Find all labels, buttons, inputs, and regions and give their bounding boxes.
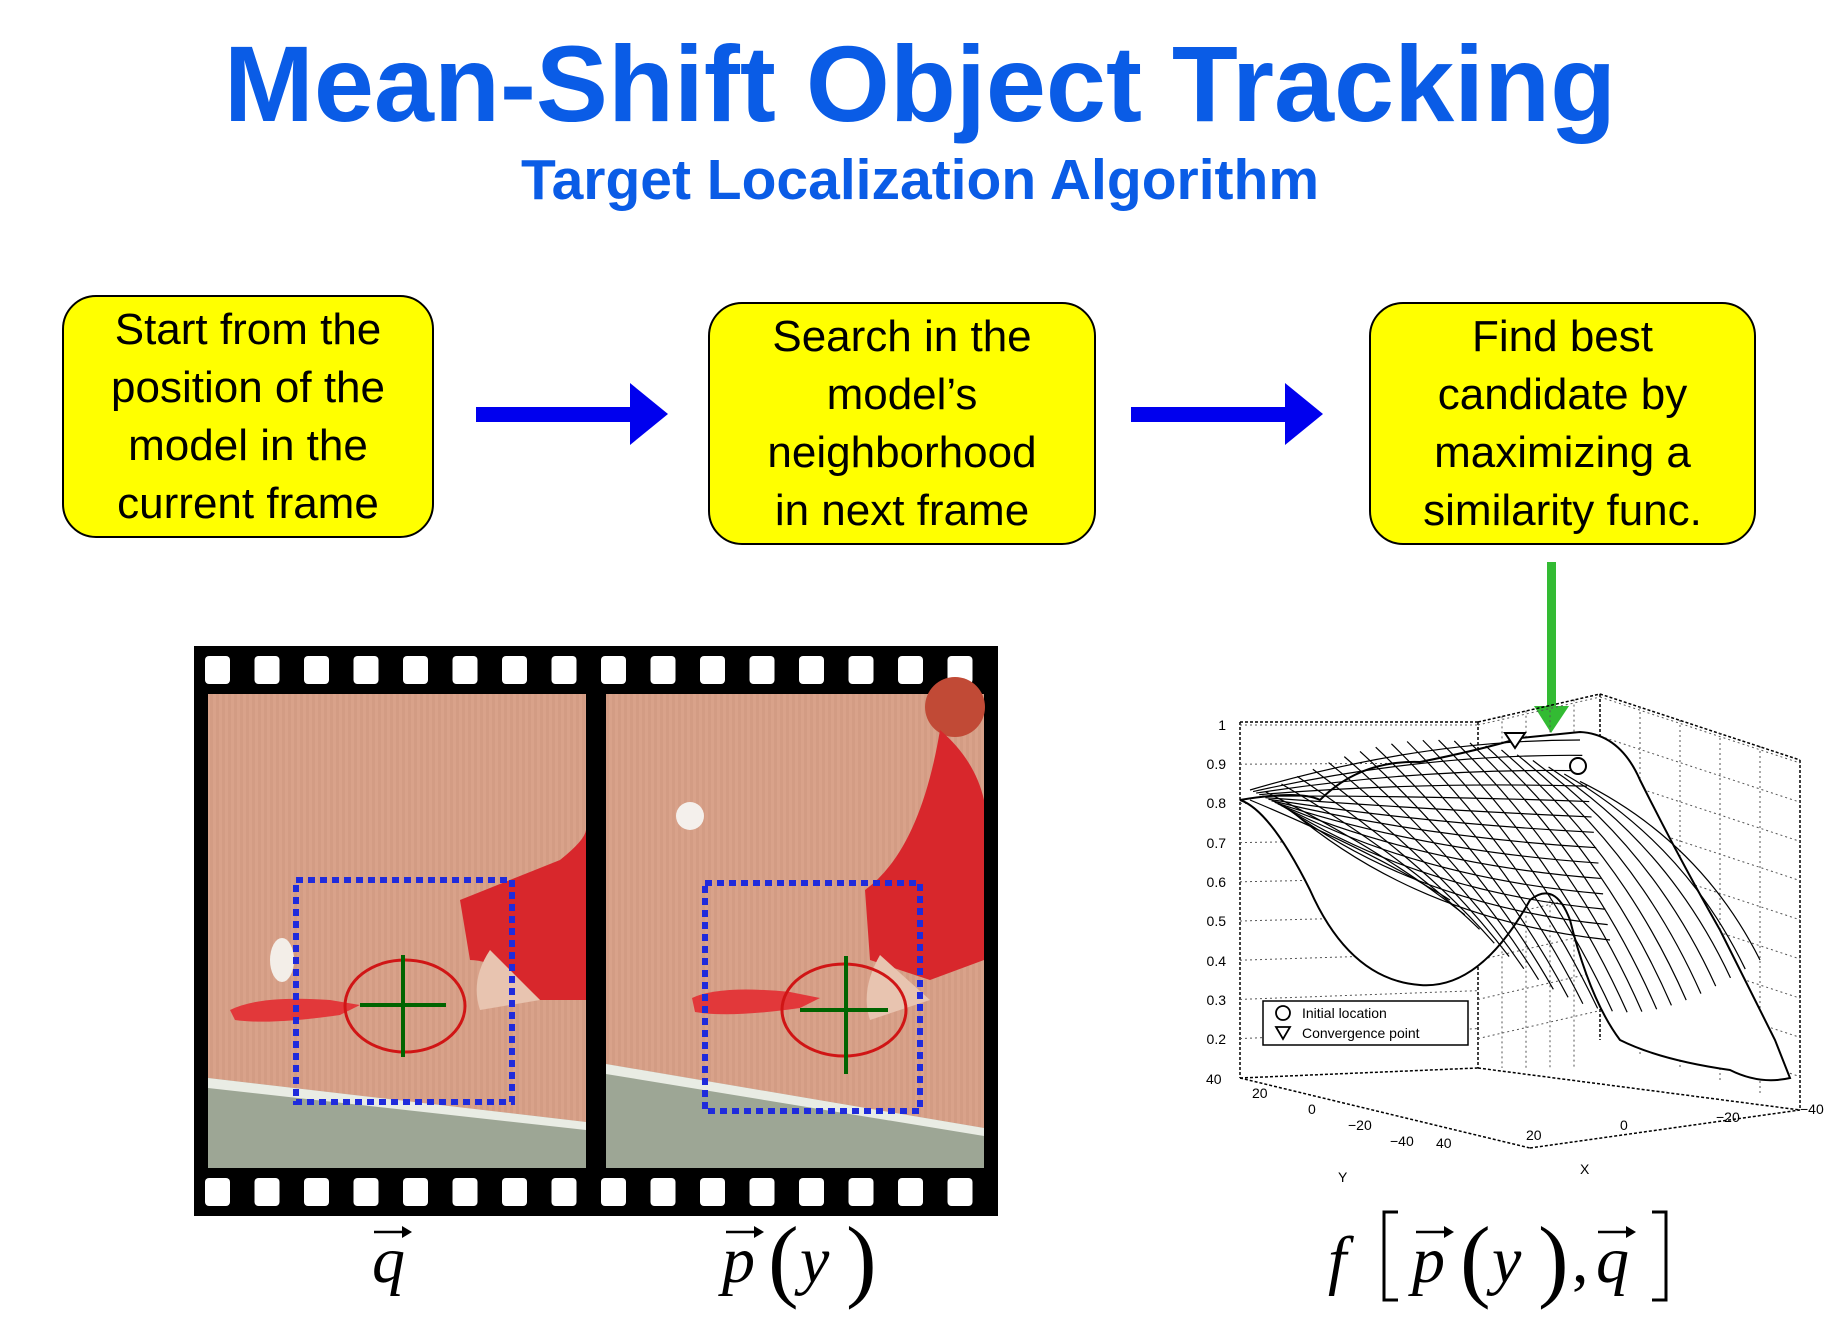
- y-tick: −40: [1390, 1133, 1414, 1149]
- video-frame-next: [606, 677, 985, 1168]
- film-perforation: [452, 1178, 478, 1206]
- film-perforation: [601, 656, 626, 684]
- similarity-y-symbol: y: [1486, 1224, 1522, 1297]
- film-strip: [194, 646, 998, 1216]
- model-vector-symbol: q: [372, 1224, 405, 1297]
- candidate-vector-symbol: p: [718, 1224, 755, 1297]
- film-perforation: [452, 656, 478, 684]
- convergence-point-marker: [1503, 732, 1527, 750]
- svg-text:): ): [846, 1208, 877, 1310]
- surface-mesh: [1249, 739, 1761, 1013]
- film-perforation: [700, 656, 725, 684]
- film-perforation: [353, 656, 379, 684]
- film-perforations-bottom: [205, 1178, 973, 1206]
- highlight-arrow: [1534, 562, 1569, 733]
- legend-initial-location: Initial location: [1302, 1005, 1387, 1021]
- svg-text:,: ,: [1572, 1224, 1589, 1297]
- candidate-arg-symbol: y: [794, 1224, 830, 1297]
- film-perforation: [205, 656, 230, 684]
- z-tick: 0.8: [1207, 795, 1227, 811]
- step-box-start-text: Start from the position of the model in …: [111, 304, 385, 528]
- film-perforation: [898, 1178, 923, 1206]
- y-tick: 20: [1252, 1085, 1268, 1101]
- y-axis-label: Y: [1338, 1169, 1348, 1185]
- film-perforation: [898, 656, 923, 684]
- z-tick: 0.7: [1207, 835, 1227, 851]
- film-perforation: [403, 656, 428, 684]
- x-tick: 40: [1436, 1135, 1452, 1151]
- x-tick: 0: [1620, 1117, 1628, 1133]
- film-perforation: [205, 1178, 230, 1206]
- x-tick: −20: [1716, 1109, 1740, 1125]
- initial-location-marker: [1569, 757, 1587, 775]
- flow-arrow-1: [476, 383, 668, 445]
- step-box-find: Find best candidate by maximizing a simi…: [1369, 302, 1756, 545]
- film-perforation: [848, 656, 874, 684]
- y-tick: −20: [1348, 1117, 1372, 1133]
- y-tick: 40: [1206, 1071, 1222, 1087]
- film-perforation: [749, 656, 775, 684]
- similarity-surface-plot: 1 0.9 0.8 0.7 0.6 0.5 0.4 0.3 0.2 40 20 …: [1206, 693, 1824, 1185]
- z-tick: 0.5: [1207, 913, 1227, 929]
- film-perforation: [551, 656, 577, 684]
- flow-arrow-2: [1131, 383, 1323, 445]
- step-box-search-text: Search in the model’s neighborhood in ne…: [767, 311, 1037, 535]
- candidate-vector-label: p ( y ): [718, 1208, 877, 1310]
- film-perforation: [502, 1178, 527, 1206]
- film-perforation: [799, 1178, 824, 1206]
- step-box-search: Search in the model’s neighborhood in ne…: [708, 302, 1096, 545]
- similarity-q-symbol: q: [1596, 1224, 1629, 1297]
- z-tick: 0.4: [1207, 953, 1227, 969]
- film-perforation: [799, 656, 824, 684]
- film-perforations-top: [205, 656, 973, 684]
- film-perforation: [947, 1178, 973, 1206]
- film-perforation: [848, 1178, 874, 1206]
- film-perforation: [304, 656, 329, 684]
- film-perforation: [947, 656, 973, 684]
- svg-text:(: (: [1460, 1208, 1491, 1310]
- similarity-p-symbol: p: [1408, 1224, 1445, 1297]
- film-perforation: [254, 656, 280, 684]
- video-frame-current: [208, 694, 586, 1168]
- film-perforation: [304, 1178, 329, 1206]
- film-perforation: [650, 656, 676, 684]
- film-perforation: [502, 656, 527, 684]
- step-box-find-text: Find best candidate by maximizing a simi…: [1423, 311, 1702, 535]
- film-perforation: [749, 1178, 775, 1206]
- z-tick: 0.6: [1207, 874, 1227, 890]
- plot-legend: Initial location Convergence point: [1262, 1000, 1469, 1046]
- z-tick: 0.9: [1207, 756, 1227, 772]
- similarity-func-symbol: f: [1328, 1224, 1354, 1297]
- z-tick: 0.2: [1207, 1031, 1227, 1047]
- y-tick: 0: [1308, 1101, 1316, 1117]
- model-vector-label: q: [372, 1224, 412, 1297]
- film-perforation: [601, 1178, 626, 1206]
- svg-text:): ): [1538, 1208, 1569, 1310]
- film-perforation: [551, 1178, 577, 1206]
- x-tick: −40: [1800, 1101, 1824, 1117]
- x-tick: 20: [1526, 1127, 1542, 1143]
- film-perforation: [700, 1178, 725, 1206]
- film-perforation: [254, 1178, 280, 1206]
- svg-text:(: (: [768, 1208, 799, 1310]
- x-axis-label: X: [1580, 1161, 1590, 1177]
- film-perforation: [403, 1178, 428, 1206]
- similarity-function-label: f p ( y ) , q: [1328, 1208, 1668, 1310]
- film-perforation: [650, 1178, 676, 1206]
- z-tick: 1: [1218, 717, 1226, 733]
- slide-title: Mean-Shift Object Tracking: [223, 23, 1617, 144]
- z-tick: 0.3: [1207, 992, 1227, 1008]
- legend-convergence-point: Convergence point: [1302, 1025, 1420, 1041]
- slide-subtitle: Target Localization Algorithm: [520, 148, 1320, 212]
- step-box-start: Start from the position of the model in …: [62, 295, 434, 538]
- film-perforation: [353, 1178, 379, 1206]
